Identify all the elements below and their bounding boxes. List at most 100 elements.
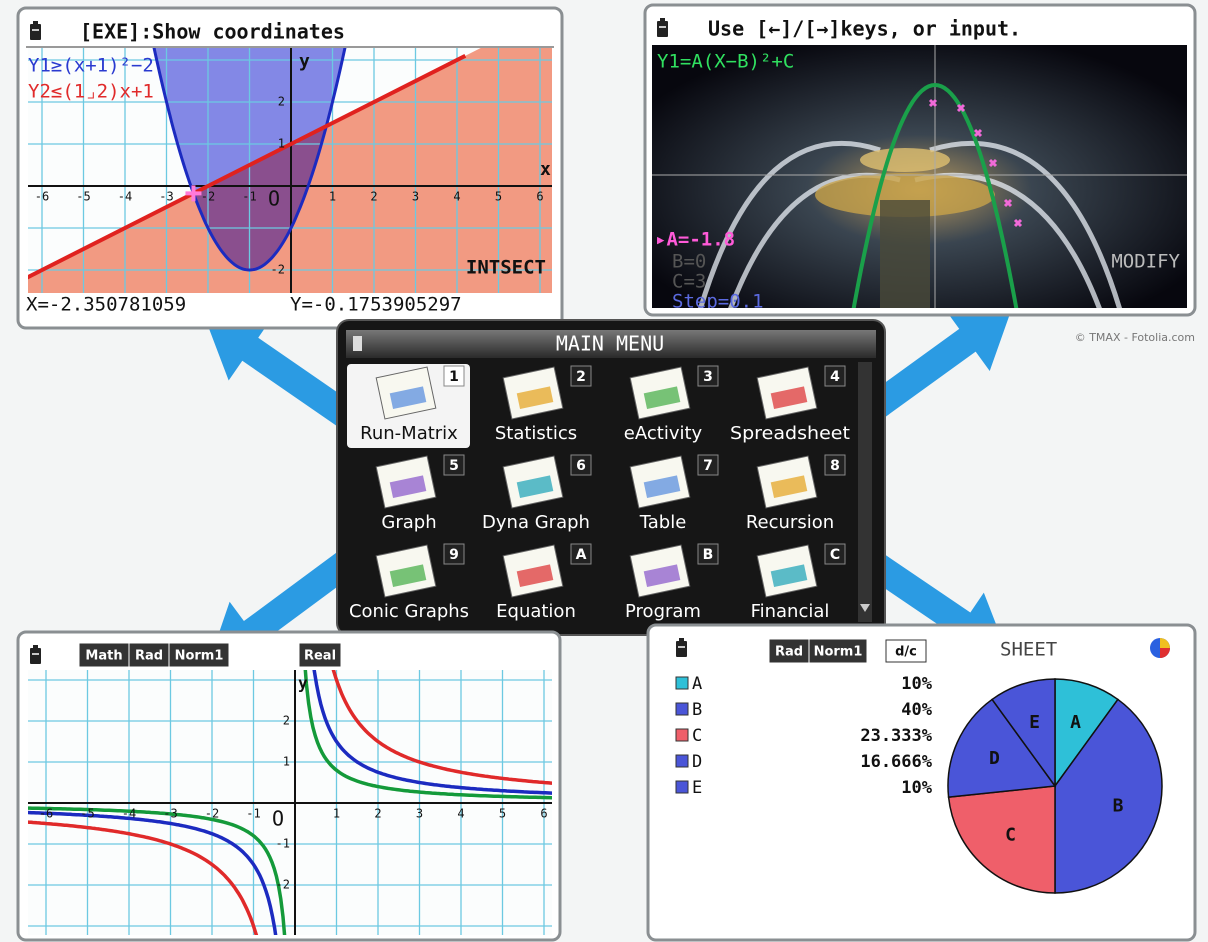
row-name: C bbox=[692, 726, 702, 746]
battery-icon bbox=[657, 21, 668, 37]
pie-slice bbox=[991, 678, 1056, 789]
x-tick-label: -1 bbox=[246, 807, 260, 821]
battery-icon bbox=[676, 641, 687, 657]
row-name: A bbox=[692, 674, 702, 694]
x-tick-label: -4 bbox=[118, 190, 132, 204]
key-label: 2 bbox=[576, 369, 586, 385]
x-tick-label: 1 bbox=[329, 190, 336, 204]
status-label: Rad bbox=[775, 645, 803, 660]
menu-item[interactable]: 5 Graph bbox=[375, 454, 465, 533]
row-name: D bbox=[692, 752, 702, 772]
fountain-basin bbox=[815, 173, 995, 217]
x-tick-label: 4 bbox=[453, 190, 460, 204]
menu-label: Financial bbox=[751, 601, 830, 622]
x-tick-label: 2 bbox=[370, 190, 377, 204]
key-badge bbox=[570, 365, 592, 387]
formula: Y1=A(X−B)²+C bbox=[657, 51, 794, 73]
menu-item[interactable]: 1 Run-Matrix bbox=[347, 364, 470, 448]
x-tick-label: -2 bbox=[205, 807, 219, 821]
row-value: 23.333% bbox=[860, 726, 932, 746]
row-icon bbox=[675, 702, 689, 716]
battery-cap bbox=[660, 18, 665, 21]
param: B=0 bbox=[672, 251, 706, 273]
x-tick-label: 5 bbox=[495, 190, 502, 204]
status-box bbox=[299, 643, 341, 667]
status-label: Math bbox=[85, 649, 122, 664]
menu-item[interactable]: 4 Spreadsheet bbox=[730, 365, 850, 444]
origin-label: O bbox=[272, 807, 284, 831]
scrollbar bbox=[858, 362, 872, 622]
menu-label: Spreadsheet bbox=[730, 423, 850, 444]
icon-accent bbox=[770, 386, 808, 410]
menu-item[interactable]: 9 Conic Graphs bbox=[349, 543, 469, 622]
scroll-arrow bbox=[860, 604, 870, 612]
battery-icon bbox=[353, 336, 362, 351]
fountain-column bbox=[880, 200, 930, 308]
arrow bbox=[205, 317, 368, 437]
axis-label: y bbox=[298, 674, 308, 693]
formula: Y2≤(1⌟2)x+1 bbox=[28, 81, 154, 103]
key-label: 9 bbox=[449, 547, 459, 563]
row-value: 16.666% bbox=[860, 752, 932, 772]
menu-item[interactable]: 3 eActivity bbox=[624, 365, 719, 444]
status-label: Norm1 bbox=[814, 645, 863, 660]
app-icon bbox=[1160, 638, 1170, 648]
status-box bbox=[79, 643, 129, 667]
row-icon bbox=[675, 728, 689, 742]
status-label: Norm1 bbox=[175, 649, 224, 664]
key-label: 1 bbox=[449, 369, 459, 385]
menu-item[interactable]: 2 Statistics bbox=[495, 365, 592, 444]
icon-accent bbox=[389, 475, 427, 499]
status-label: d/c bbox=[895, 645, 917, 660]
menu-label: Program bbox=[625, 601, 701, 622]
key-label: 8 bbox=[830, 458, 840, 474]
x-tick-label: -6 bbox=[35, 190, 49, 204]
key-label: 6 bbox=[576, 458, 586, 474]
y-tick-label: 1 bbox=[283, 755, 290, 769]
y-tick-label: 2 bbox=[283, 714, 290, 728]
menu-item[interactable]: 6 Dyna Graph bbox=[482, 454, 592, 533]
app-icon bbox=[1160, 648, 1170, 658]
key-badge bbox=[443, 454, 465, 476]
battery-icon bbox=[30, 24, 41, 40]
fit-points bbox=[928, 98, 1023, 228]
key-badge bbox=[697, 365, 719, 387]
battery-icon bbox=[30, 648, 41, 664]
row-icon bbox=[675, 754, 689, 768]
y-tick-label: 1 bbox=[278, 137, 285, 151]
x-tick-label: 3 bbox=[416, 807, 423, 821]
key-badge bbox=[570, 543, 592, 565]
slice-label: C bbox=[1005, 824, 1016, 845]
formula: Y1≥(x+1)²−2 bbox=[28, 55, 154, 77]
fountain-spray bbox=[698, 140, 881, 308]
menu-title: MAIN MENU bbox=[556, 332, 664, 356]
icon-accent bbox=[643, 386, 681, 410]
row-name: E bbox=[692, 778, 702, 798]
menu-item[interactable]: 7 Table bbox=[629, 454, 719, 533]
menu-label: Conic Graphs bbox=[349, 601, 469, 622]
y-tick-label: -2 bbox=[271, 263, 285, 277]
sheet-title: SHEET bbox=[1000, 639, 1057, 661]
menu-item[interactable]: C Financial bbox=[751, 543, 846, 622]
curve bbox=[28, 820, 259, 935]
origin-label: O bbox=[268, 187, 280, 211]
menu-item[interactable]: B Program bbox=[625, 543, 719, 622]
label: X=-2.350781059 bbox=[26, 294, 186, 316]
menu-label: Recursion bbox=[746, 512, 834, 533]
icon-accent bbox=[770, 475, 808, 499]
curve-y2 bbox=[28, 54, 467, 280]
key-badge bbox=[443, 543, 465, 565]
key-label: C bbox=[830, 547, 840, 563]
arrow bbox=[851, 308, 1012, 430]
menu-item[interactable]: A Equation bbox=[496, 543, 592, 622]
icon-accent bbox=[770, 564, 808, 588]
pie-slice bbox=[1054, 698, 1163, 894]
credit: © TMAX - Fotolia.com bbox=[1075, 331, 1195, 344]
x-tick-label: -5 bbox=[76, 190, 90, 204]
param: Step=0.1 bbox=[672, 291, 764, 313]
slice-label: D bbox=[989, 748, 1000, 769]
menu-item[interactable]: 8 Recursion bbox=[746, 454, 846, 533]
x-tick-label: 5 bbox=[499, 807, 506, 821]
slice-label: B bbox=[1113, 796, 1124, 817]
